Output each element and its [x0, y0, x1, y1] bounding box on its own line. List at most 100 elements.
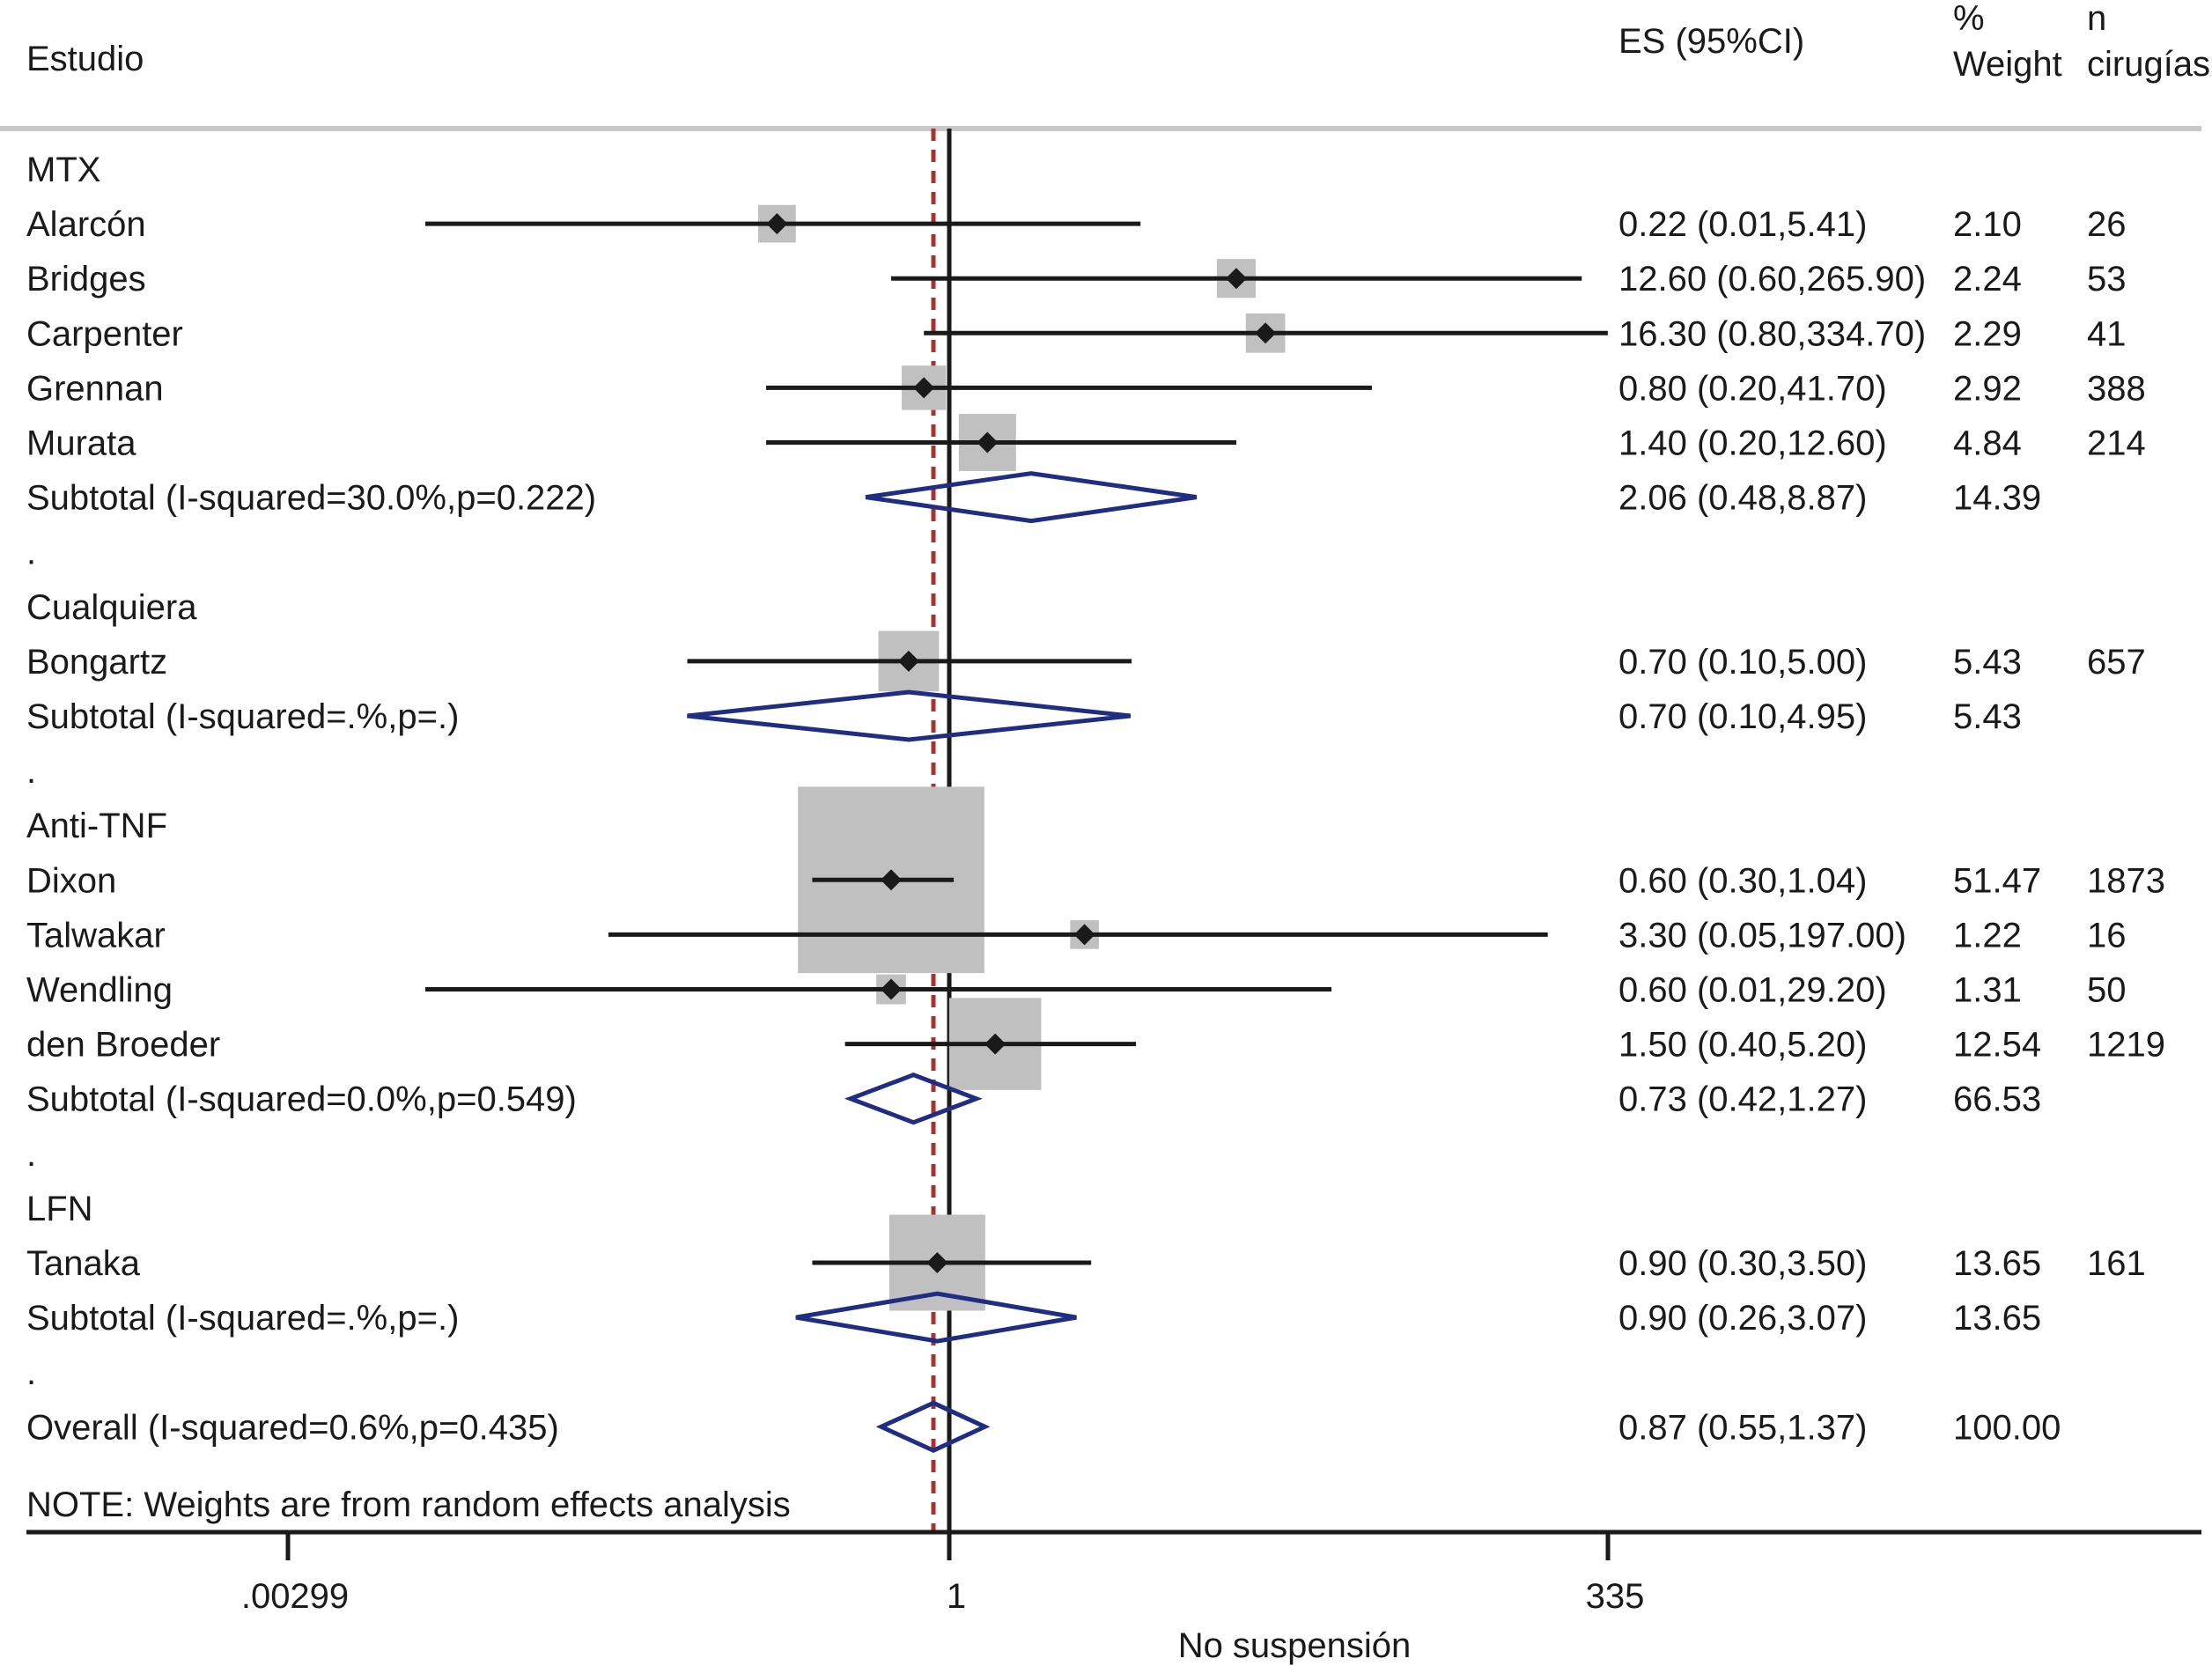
group-label: MTX: [26, 151, 100, 189]
group-label: Anti-TNF: [26, 807, 167, 845]
es-ci-text: 0.60 (0.30,1.04): [1618, 861, 1867, 900]
header-n-line2: cirugías: [2087, 45, 2210, 84]
row-study: Bridges 12.60 (0.60,265.90) 2.24 53: [26, 259, 2127, 299]
x-axis-ticks: .00299 1 335: [241, 1532, 1645, 1616]
point-estimate-marker: [984, 1033, 1006, 1055]
n-surgeries-text: 1873: [2087, 861, 2165, 900]
row-dot: .: [26, 752, 36, 791]
weight-text: 5.43: [1953, 643, 2022, 682]
es-ci-text: 0.22 (0.01,5.41): [1618, 205, 1867, 244]
n-surgeries-text: 214: [2087, 424, 2146, 463]
point-estimate-marker: [926, 1252, 948, 1273]
study-label: Bongartz: [26, 643, 167, 682]
n-surgeries-text: 50: [2087, 971, 2127, 1010]
point-estimate-marker: [880, 869, 902, 891]
n-surgeries-text: 161: [2087, 1244, 2146, 1283]
x-tick-label: .00299: [241, 1577, 349, 1616]
row-study: Murata 1.40 (0.20,12.60) 4.84 214: [26, 414, 2146, 471]
row-subtotal: Subtotal (I-squared=.%,p=.) 0.90 (0.26,3.…: [26, 1291, 2041, 1344]
study-label: Grennan: [26, 369, 164, 408]
study-label: Wendling: [26, 971, 173, 1010]
dot-label: .: [26, 1353, 36, 1392]
es-ci-text: 12.60 (0.60,265.90): [1618, 260, 1926, 299]
n-surgeries-text: 388: [2087, 369, 2146, 408]
row-study: Talwakar 3.30 (0.05,197.00) 1.22 16: [26, 916, 2127, 955]
row-dot: .: [26, 1135, 36, 1174]
subtotal-label: Subtotal (I-squared=0.0%,p=0.549): [26, 1080, 577, 1119]
weight-text: 13.65: [1953, 1299, 2041, 1338]
weight-text: 4.84: [1953, 424, 2022, 463]
x-tick-label: 1: [947, 1577, 966, 1616]
n-surgeries-text: 53: [2087, 260, 2127, 299]
row-dot: .: [26, 1353, 36, 1392]
es-ci-text: 0.87 (0.55,1.37): [1618, 1408, 1867, 1447]
es-ci-text: 3.30 (0.05,197.00): [1618, 916, 1906, 955]
es-ci-text: 0.70 (0.10,5.00): [1618, 643, 1867, 682]
overall-diamond: [875, 1400, 991, 1454]
row-study: Carpenter 16.30 (0.80,334.70) 2.29 41: [26, 313, 2127, 353]
study-label: Bridges: [26, 260, 146, 299]
es-ci-text: 0.60 (0.01,29.20): [1618, 971, 1887, 1010]
point-estimate-marker: [1255, 322, 1277, 344]
subtotal-diamond: [844, 1073, 983, 1125]
row-study: Grennan 0.80 (0.20,41.70) 2.92 388: [26, 365, 2146, 410]
es-ci-text: 0.90 (0.26,3.07): [1618, 1299, 1867, 1338]
study-label: Murata: [26, 424, 136, 463]
n-surgeries-text: 16: [2087, 916, 2127, 955]
row-subtotal: Subtotal (I-squared=0.0%,p=0.549) 0.73 (0…: [26, 1073, 2041, 1125]
es-ci-text: 0.73 (0.42,1.27): [1618, 1080, 1867, 1119]
study-label: Alarcón: [26, 205, 146, 244]
weights-note: NOTE: Weights are from random effects an…: [26, 1485, 791, 1524]
row-group: Cualquiera: [26, 588, 197, 627]
subtotal-label: Subtotal (I-squared=.%,p=.): [26, 697, 459, 736]
group-label: Cualquiera: [26, 588, 197, 627]
es-ci-text: 0.90 (0.30,3.50): [1618, 1244, 1867, 1283]
row-study: Dixon 0.60 (0.30,1.04) 51.47 1873: [26, 786, 2165, 974]
weight-text: 12.54: [1953, 1026, 2041, 1065]
header-study: Estudio: [26, 40, 144, 78]
study-rows: MTX Alarcón 0.22 (0.01,5.41) 2.10 26 Bridges 1…: [26, 151, 2165, 1454]
point-estimate-marker: [1225, 268, 1247, 290]
header-n-line1: n: [2087, 0, 2106, 38]
n-surgeries-text: 41: [2087, 314, 2127, 353]
dot-label: .: [26, 1135, 36, 1174]
dot-label: .: [26, 752, 36, 791]
weight-text: 100.00: [1953, 1408, 2061, 1447]
es-ci-text: 1.50 (0.40,5.20): [1618, 1026, 1867, 1065]
es-ci-text: 1.40 (0.20,12.60): [1618, 424, 1887, 463]
point-estimate-marker: [766, 213, 788, 235]
n-surgeries-text: 26: [2087, 205, 2127, 244]
weight-text: 14.39: [1953, 479, 2041, 518]
row-study: Alarcón 0.22 (0.01,5.41) 2.10 26: [26, 204, 2127, 244]
x-tick-label: 335: [1586, 1577, 1645, 1616]
subtotal-label: Subtotal (I-squared=.%,p=.): [26, 1299, 459, 1338]
subtotal-diamond: [687, 689, 1132, 742]
row-group: Anti-TNF: [26, 807, 167, 845]
weight-text: 1.31: [1953, 971, 2022, 1010]
x-axis-label: No suspensión: [1178, 1626, 1412, 1665]
row-dot: .: [26, 534, 36, 572]
weight-text: 51.47: [1953, 861, 2041, 900]
study-label: Carpenter: [26, 314, 183, 353]
header-weight-line1: %: [1953, 0, 1985, 38]
es-ci-text: 2.06 (0.48,8.87): [1618, 479, 1867, 518]
weight-text: 2.29: [1953, 314, 2022, 353]
subtotal-diamond: [865, 471, 1198, 524]
study-label: Dixon: [26, 861, 116, 900]
es-ci-text: 16.30 (0.80,334.70): [1618, 314, 1926, 353]
row-subtotal: Subtotal (I-squared=30.0%,p=0.222) 2.06 (…: [26, 471, 2041, 524]
row-subtotal: Subtotal (I-squared=.%,p=.) 0.70 (0.10,4.…: [26, 689, 2022, 742]
point-estimate-marker: [1073, 924, 1095, 946]
es-ci-text: 0.70 (0.10,4.95): [1618, 697, 1867, 736]
weight-text: 2.10: [1953, 205, 2022, 244]
weight-text: 1.22: [1953, 916, 2022, 955]
row-study: den Broeder 1.50 (0.40,5.20) 12.54 1219: [26, 998, 2165, 1090]
weight-text: 13.65: [1953, 1244, 2041, 1283]
header-es: ES (95%CI): [1618, 22, 1804, 61]
study-label: Talwakar: [26, 916, 166, 955]
n-surgeries-text: 1219: [2087, 1026, 2165, 1065]
subtotal-diamond: [795, 1291, 1077, 1344]
point-estimate-marker: [880, 978, 902, 1000]
weight-text: 2.24: [1953, 260, 2022, 299]
